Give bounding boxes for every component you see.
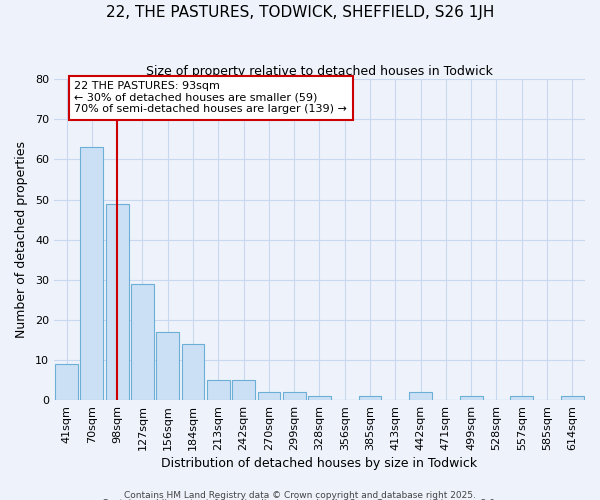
Bar <box>55 364 78 400</box>
Title: Size of property relative to detached houses in Todwick: Size of property relative to detached ho… <box>146 65 493 78</box>
X-axis label: Distribution of detached houses by size in Todwick: Distribution of detached houses by size … <box>161 457 478 470</box>
Text: Contains HM Land Registry data © Crown copyright and database right 2025.: Contains HM Land Registry data © Crown c… <box>124 490 476 500</box>
Bar <box>561 396 584 400</box>
Bar <box>460 396 482 400</box>
Bar <box>106 204 128 400</box>
Bar <box>283 392 305 400</box>
Bar <box>80 148 103 400</box>
Bar <box>511 396 533 400</box>
Bar <box>359 396 382 400</box>
Text: 22, THE PASTURES, TODWICK, SHEFFIELD, S26 1JH: 22, THE PASTURES, TODWICK, SHEFFIELD, S2… <box>106 5 494 20</box>
Bar <box>409 392 432 400</box>
Bar <box>182 344 205 400</box>
Bar <box>157 332 179 400</box>
Bar <box>131 284 154 400</box>
Text: Contains public sector information licensed under the Open Government Licence v.: Contains public sector information licen… <box>102 499 498 500</box>
Bar <box>232 380 255 400</box>
Bar <box>207 380 230 400</box>
Y-axis label: Number of detached properties: Number of detached properties <box>15 141 28 338</box>
Text: 22 THE PASTURES: 93sqm
← 30% of detached houses are smaller (59)
70% of semi-det: 22 THE PASTURES: 93sqm ← 30% of detached… <box>74 81 347 114</box>
Bar <box>308 396 331 400</box>
Bar <box>257 392 280 400</box>
